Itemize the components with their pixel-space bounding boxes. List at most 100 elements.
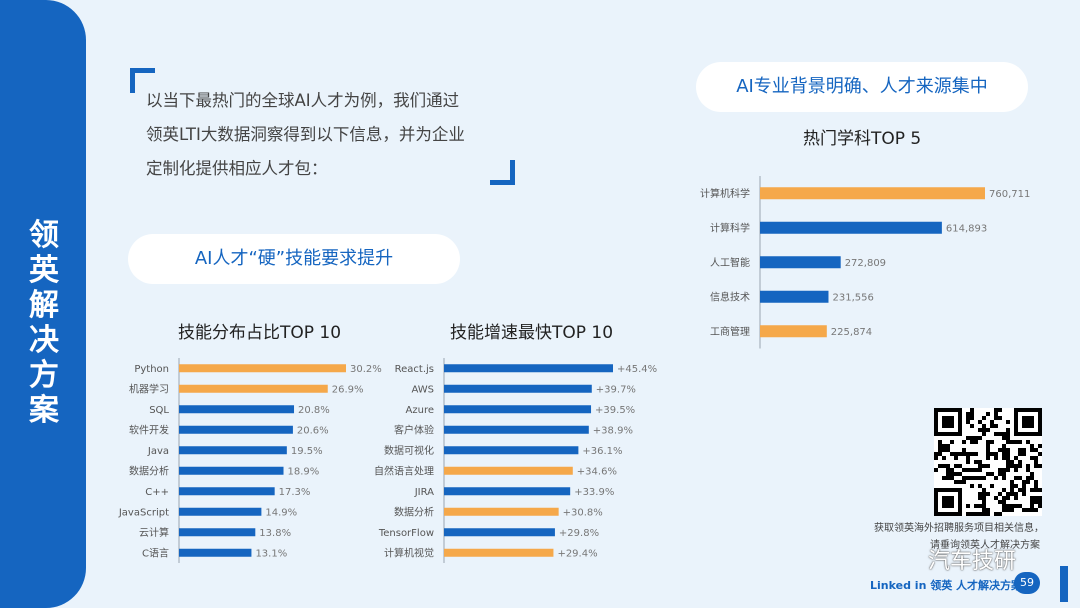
qr-module [1018,476,1022,480]
intro-line: 定制化提供相应人才包： [146,159,328,178]
qr-module [1002,456,1006,460]
category-label: 计算科学 [710,221,750,234]
qr-module [1014,484,1018,488]
qr-code [934,408,1042,516]
qr-module [994,424,998,428]
qr-module [986,472,990,476]
qr-module [1002,496,1006,500]
qr-module [1006,420,1010,424]
qr-module [978,460,982,464]
qr-module [970,476,974,480]
linkedin-brand: Linked in 领英 人才解决方案 [870,579,1023,592]
quote-bracket-close-icon [490,160,515,185]
qr-module [962,476,966,480]
value-label: 231,556 [832,292,873,303]
qr-module [970,512,974,516]
qr-module [986,508,990,512]
qr-module [1006,496,1010,500]
qr-module [1014,504,1018,508]
sidebar [0,0,86,608]
value-label: 13.8% [259,528,291,539]
value-label: 18.9% [288,466,320,477]
qr-module [946,464,950,468]
qr-module [978,436,982,440]
sidebar-title: 领英解决方案 [24,218,64,428]
sidebar-title-char: 决 [29,323,59,358]
qr-module [1018,464,1022,468]
category-label: 机器学习 [129,382,169,395]
value-label: +30.8% [563,507,603,518]
qr-module [938,464,942,468]
value-label: +39.7% [596,384,636,395]
qr-module [1030,448,1034,452]
qr-module [994,452,998,456]
qr-module [1034,496,1038,500]
qr-module [966,412,970,416]
qr-module [998,492,1002,496]
qr-module [950,472,954,476]
qr-module [1034,456,1038,460]
intro-line: 以当下最热门的全球AI人才为例，我们通过 [146,91,460,110]
qr-module [970,484,974,488]
qr-module [966,416,970,420]
qr-caption-2: 请垂询领英人才解决方案 [930,540,1040,551]
qr-module [1006,436,1010,440]
sidebar-title-char: 解 [29,288,59,323]
bar [179,487,275,496]
qr-module [934,456,938,460]
qr-module [994,456,998,460]
category-label: 工商管理 [710,325,750,338]
qr-module [982,492,986,496]
qr-module [978,504,982,508]
corner-accent [1060,566,1068,602]
value-label: +45.4% [617,364,657,375]
qr-module [958,480,962,484]
category-label: 客户体验 [394,423,434,436]
qr-module [978,484,982,488]
bar [760,325,827,338]
qr-module [978,464,982,468]
skills-heading-pill: AI人才“硬”技能要求提升 [128,234,460,284]
qr-module [998,472,1002,476]
qr-module [990,420,994,424]
qr-module [1010,440,1014,444]
qr-module [1006,452,1010,456]
value-label: +29.8% [559,528,599,539]
qr-module [1018,504,1022,508]
category-label: Azure [406,405,434,416]
qr-module [1006,468,1010,472]
qr-module [982,432,986,436]
qr-module [986,452,990,456]
bar [444,384,592,393]
qr-module [974,468,978,472]
qr-module [954,464,958,468]
bar [444,364,613,373]
qr-module [1030,472,1034,476]
bar [179,405,295,414]
qr-module [978,492,982,496]
qr-module [1038,452,1042,456]
page-number: 59 [1014,572,1040,594]
qr-module [934,468,938,472]
qr-module [1026,440,1030,444]
category-label: 数据分析 [129,464,169,477]
qr-module [950,440,954,444]
qr-module [942,444,946,448]
qr-module [946,468,950,472]
qr-module [950,452,954,456]
qr-module [1030,476,1034,480]
qr-module [1022,484,1026,488]
qr-module [1014,464,1018,468]
qr-module [1018,488,1022,492]
qr-module [1022,480,1026,484]
qr-module [966,452,970,456]
bar [760,221,942,234]
qr-module [1038,504,1042,508]
sidebar-title-char: 方 [29,358,59,393]
qr-module [1030,508,1034,512]
qr-module [1010,460,1014,464]
qr-module [958,464,962,468]
qr-module [1030,500,1034,504]
qr-module [1006,456,1010,460]
qr-module [1006,448,1010,452]
